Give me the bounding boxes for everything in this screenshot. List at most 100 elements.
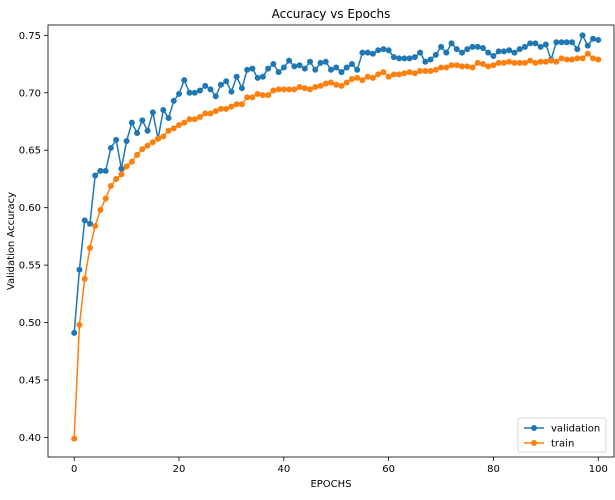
data-point-validation xyxy=(511,49,518,56)
legend-label-train: train xyxy=(551,439,574,450)
data-point-train xyxy=(191,116,198,123)
data-point-train xyxy=(406,69,413,76)
data-point-train xyxy=(322,80,329,87)
y-tick-label: 0.60 xyxy=(19,203,41,214)
data-point-train xyxy=(338,82,345,89)
data-point-validation xyxy=(584,42,591,49)
data-point-train xyxy=(254,90,261,97)
x-tick-label: 0 xyxy=(71,464,77,475)
data-point-validation xyxy=(595,36,602,43)
data-point-train xyxy=(128,158,135,165)
data-point-train xyxy=(207,110,214,117)
data-point-train xyxy=(542,58,549,65)
data-point-validation xyxy=(359,49,366,56)
x-axis-label: EPOCHS xyxy=(310,479,351,490)
y-tick-label: 0.40 xyxy=(19,433,41,444)
data-point-train xyxy=(422,67,429,74)
data-point-train xyxy=(107,182,114,189)
data-point-validation xyxy=(181,77,188,84)
data-point-train xyxy=(123,163,130,170)
data-point-train xyxy=(485,63,492,70)
data-point-train xyxy=(459,63,466,70)
data-point-validation xyxy=(532,40,539,47)
data-point-train xyxy=(165,127,172,134)
x-tick-label: 40 xyxy=(277,464,290,475)
data-point-train xyxy=(537,58,544,65)
data-point-train xyxy=(212,108,219,115)
data-point-train xyxy=(364,73,371,80)
data-point-validation xyxy=(176,90,183,97)
data-point-validation xyxy=(469,43,476,50)
data-point-train xyxy=(443,64,450,71)
data-point-train xyxy=(265,92,272,99)
data-point-train xyxy=(144,142,151,149)
data-point-train xyxy=(548,57,555,64)
data-point-train xyxy=(233,101,240,108)
series-validation xyxy=(71,32,602,336)
data-point-validation xyxy=(537,43,544,50)
data-point-train xyxy=(453,62,460,69)
data-point-train xyxy=(474,59,481,66)
data-point-train xyxy=(516,59,523,66)
data-point-validation xyxy=(343,64,350,71)
data-point-train xyxy=(464,63,471,70)
data-point-validation xyxy=(81,217,88,224)
data-point-train xyxy=(595,56,602,63)
data-point-validation xyxy=(233,73,240,80)
data-point-train xyxy=(401,70,408,77)
data-point-validation xyxy=(149,109,156,116)
data-point-validation xyxy=(307,58,314,65)
data-point-train xyxy=(385,73,392,80)
data-point-validation xyxy=(375,47,382,54)
data-point-validation xyxy=(338,69,345,76)
y-axis-label: Validation Accuracy xyxy=(6,192,17,290)
series-train xyxy=(71,50,602,442)
data-point-validation xyxy=(312,66,319,73)
data-point-validation xyxy=(574,46,581,53)
data-point-validation xyxy=(296,62,303,69)
data-point-validation xyxy=(453,46,460,53)
data-point-train xyxy=(301,85,308,92)
data-point-validation xyxy=(427,56,434,63)
data-point-validation xyxy=(212,93,219,100)
data-point-validation xyxy=(202,82,209,89)
data-point-validation xyxy=(369,50,376,57)
data-point-validation xyxy=(275,69,282,76)
data-point-train xyxy=(343,79,350,86)
data-point-validation xyxy=(521,43,528,50)
data-point-train xyxy=(532,59,539,66)
data-point-validation xyxy=(506,47,513,54)
data-point-validation xyxy=(333,64,340,71)
data-point-validation xyxy=(390,54,397,61)
y-tick-label: 0.75 xyxy=(19,31,41,42)
data-point-validation xyxy=(196,87,203,94)
x-tick-label: 60 xyxy=(382,464,395,475)
data-point-validation xyxy=(553,39,560,46)
data-point-validation xyxy=(438,43,445,50)
chart-title: Accuracy vs Epochs xyxy=(272,7,391,21)
data-point-train xyxy=(333,81,340,88)
data-point-train xyxy=(427,67,434,74)
data-point-validation xyxy=(301,65,308,72)
data-point-train xyxy=(97,206,104,213)
data-point-validation xyxy=(134,130,141,136)
data-point-validation xyxy=(107,144,114,151)
data-point-validation xyxy=(479,44,486,51)
data-point-validation xyxy=(432,51,439,58)
data-point-train xyxy=(438,64,445,71)
data-point-validation xyxy=(92,172,99,179)
x-axis: 0 20 40 60 80 100 xyxy=(71,457,608,475)
data-point-train xyxy=(259,92,266,99)
data-point-validation xyxy=(401,55,408,62)
data-point-train xyxy=(307,86,314,93)
data-point-validation xyxy=(474,43,481,50)
data-point-train xyxy=(223,105,230,112)
data-point-train xyxy=(469,64,476,71)
data-point-train xyxy=(118,171,125,178)
data-point-train xyxy=(160,133,167,140)
data-point-train xyxy=(275,86,282,93)
data-point-validation xyxy=(542,41,549,48)
data-point-validation xyxy=(459,49,466,56)
data-point-train xyxy=(354,74,361,81)
